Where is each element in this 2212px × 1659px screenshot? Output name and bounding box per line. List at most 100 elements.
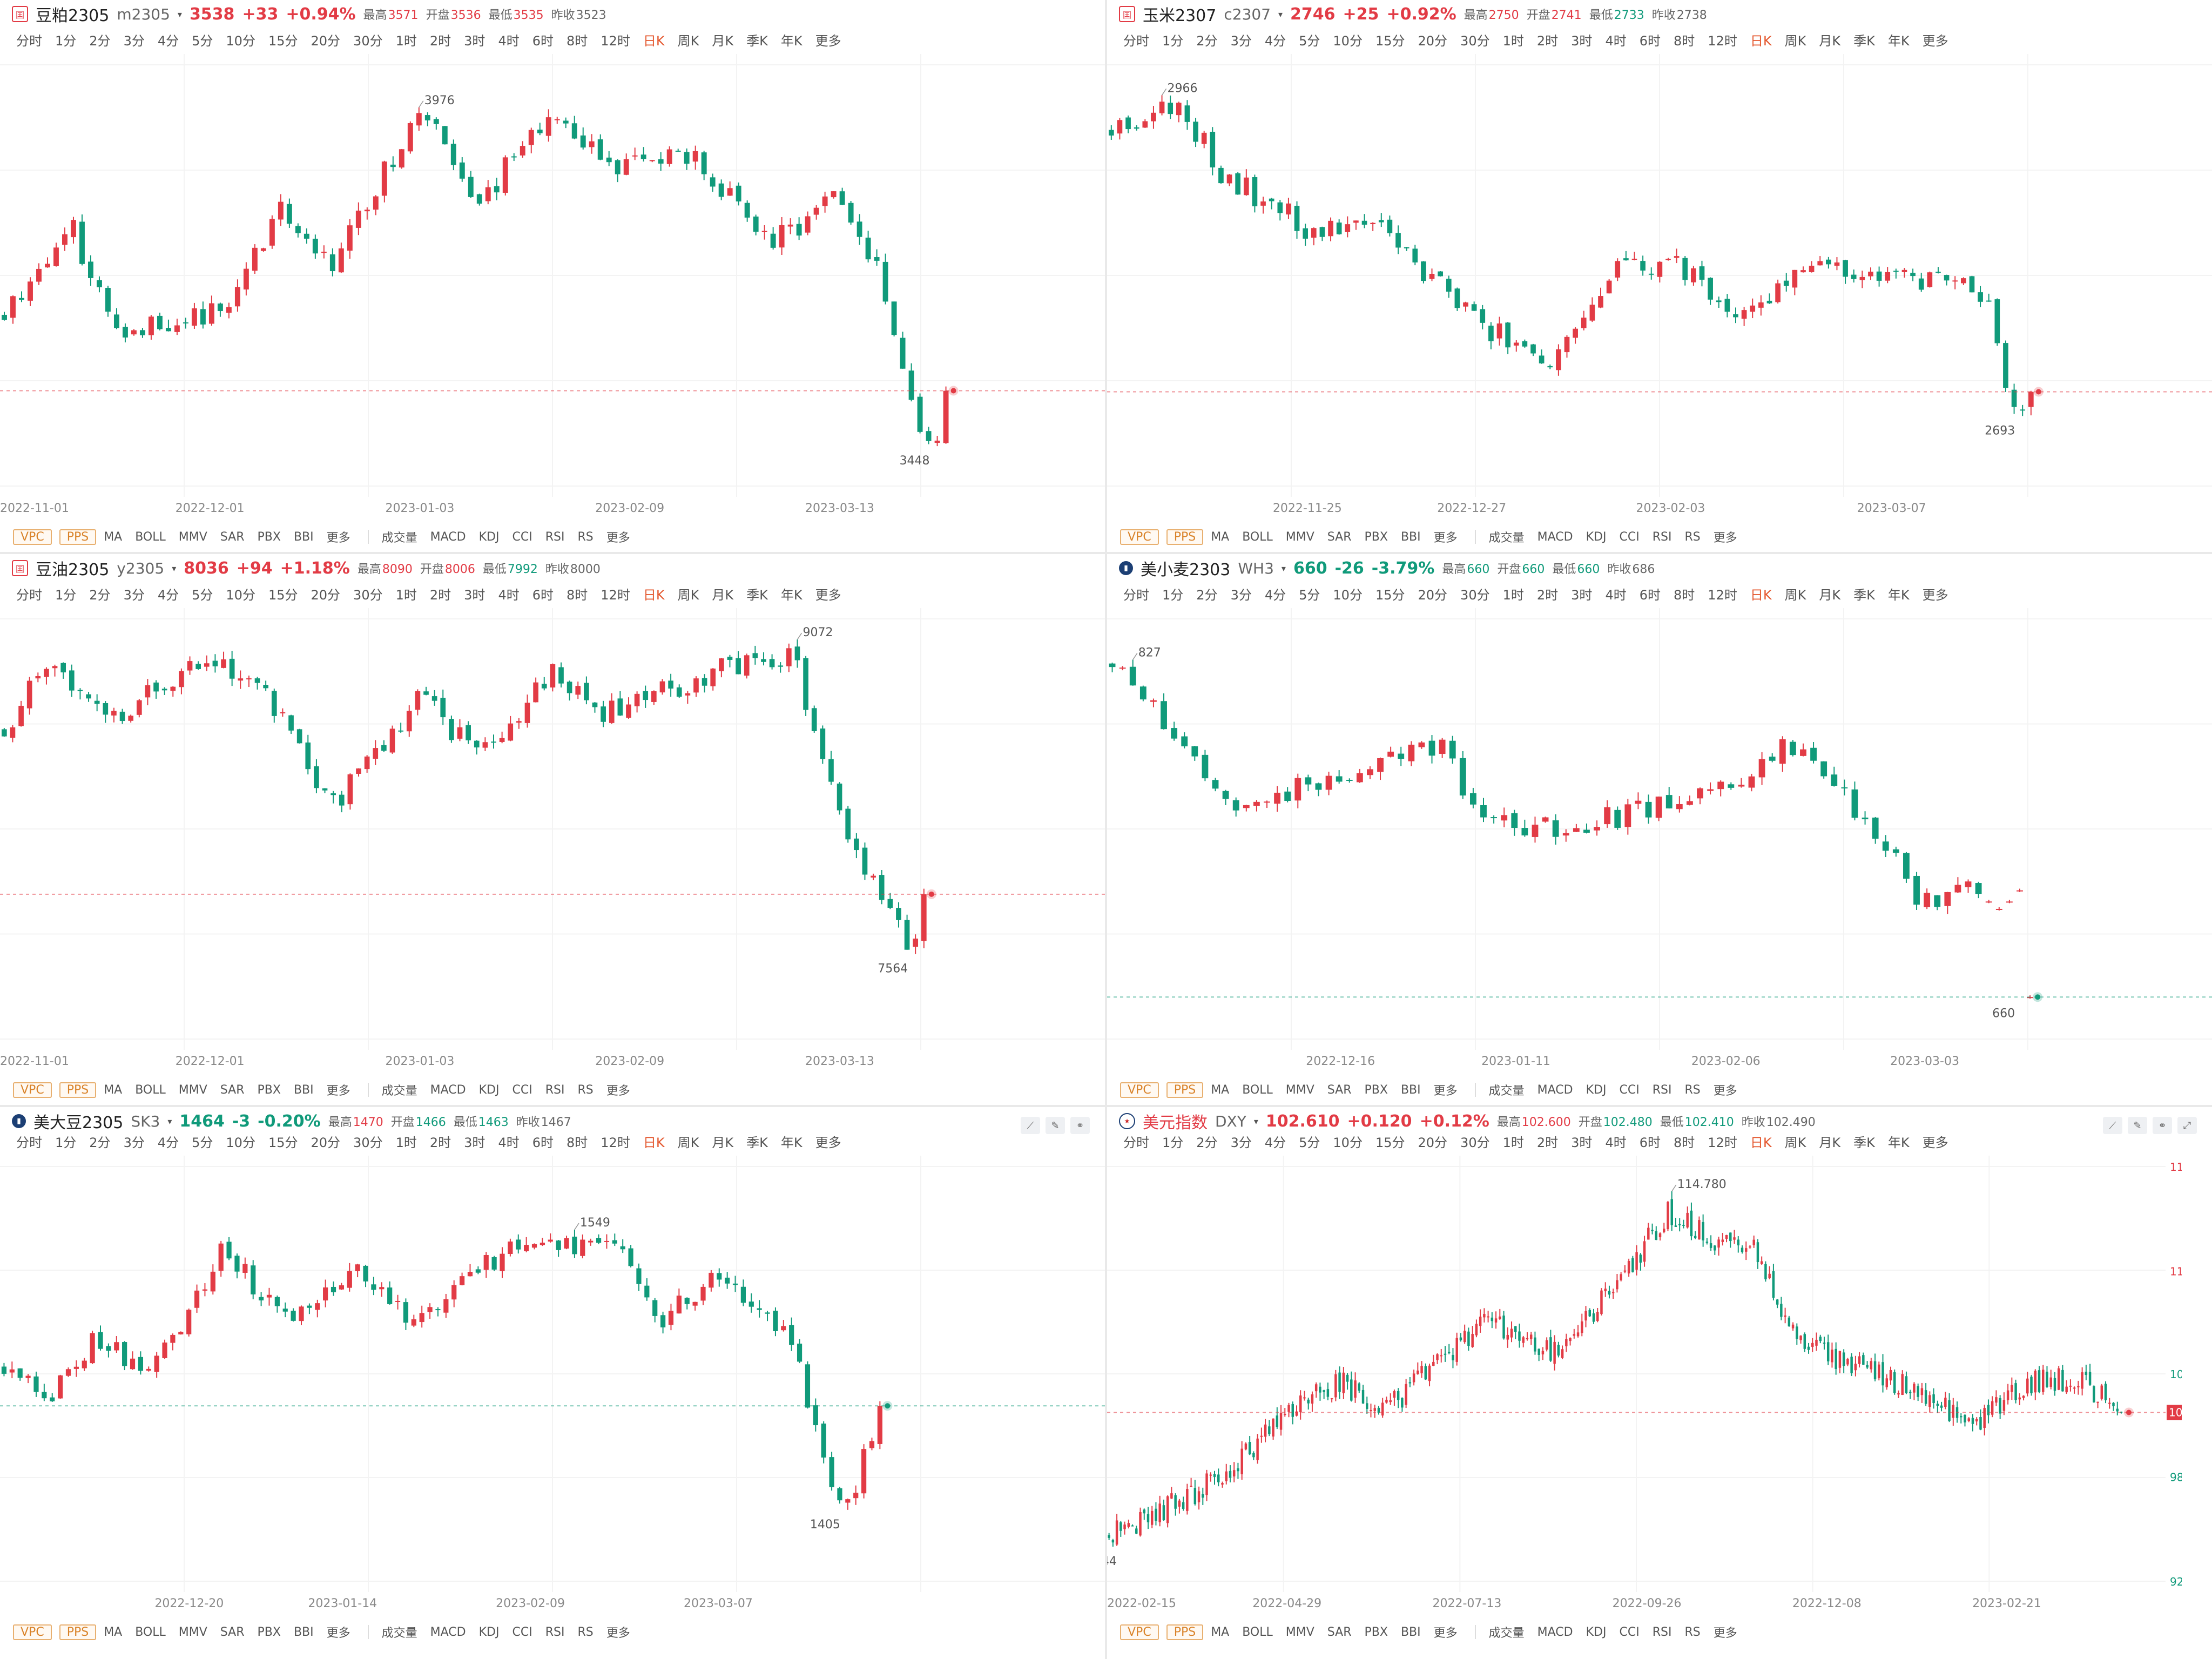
timeframe-2[interactable]: 2分 <box>1196 33 1218 49</box>
main-indicator-4[interactable]: PBX <box>257 530 281 544</box>
timeframe-20[interactable]: 季K <box>746 1135 768 1150</box>
timeframe-6[interactable]: 10分 <box>1333 588 1363 603</box>
timeframe-20[interactable]: 季K <box>1853 588 1875 603</box>
main-indicator-2[interactable]: MMV <box>178 530 207 544</box>
timeframe-1[interactable]: 1分 <box>55 1135 77 1150</box>
sub-indicator-0[interactable]: 成交量 <box>1488 1627 1525 1640</box>
timeframe-20[interactable]: 季K <box>1853 1135 1875 1150</box>
sub-indicator-3[interactable]: CCI <box>1619 1083 1640 1097</box>
sub-indicator-5[interactable]: RS <box>1684 530 1701 544</box>
timeframe-3[interactable]: 3分 <box>1230 588 1252 603</box>
sub-indicator-0[interactable]: 成交量 <box>381 531 417 545</box>
sub-indicator-2[interactable]: KDJ <box>478 1625 500 1639</box>
timeframe-21[interactable]: 年K <box>780 1135 802 1150</box>
sub-indicator-6[interactable]: 更多 <box>606 1084 630 1098</box>
indicator-btn-pps[interactable]: PPS <box>1166 1624 1204 1640</box>
timeframe-19[interactable]: 月K <box>1819 1135 1841 1150</box>
timeframe-11[interactable]: 2时 <box>1536 588 1559 603</box>
timeframe-10[interactable]: 1时 <box>1502 33 1524 49</box>
sub-indicator-1[interactable]: MACD <box>430 1083 466 1097</box>
indicator-btn-vpc[interactable]: VPC <box>1120 1082 1159 1098</box>
timeframe-14[interactable]: 6时 <box>1639 588 1661 603</box>
timeframe-14[interactable]: 6时 <box>1639 33 1661 49</box>
timeframe-20[interactable]: 季K <box>746 588 768 603</box>
timeframe-8[interactable]: 20分 <box>311 588 341 603</box>
timeframe-11[interactable]: 2时 <box>1536 1135 1559 1150</box>
timeframe-20[interactable]: 季K <box>1853 33 1875 49</box>
timeframe-6[interactable]: 10分 <box>1333 1135 1363 1150</box>
main-indicator-1[interactable]: BOLL <box>135 1083 166 1097</box>
sub-indicator-1[interactable]: MACD <box>430 1625 466 1639</box>
timeframe-21[interactable]: 年K <box>1887 1135 1910 1150</box>
timeframe-14[interactable]: 6时 <box>532 1135 554 1150</box>
main-indicator-0[interactable]: MA <box>104 1625 123 1639</box>
timeframe-11[interactable]: 2时 <box>429 588 451 603</box>
main-indicator-2[interactable]: MMV <box>1285 1625 1314 1639</box>
timeframe-4[interactable]: 4分 <box>157 1135 179 1150</box>
timeframe-13[interactable]: 4时 <box>498 1135 520 1150</box>
sub-indicator-2[interactable]: KDJ <box>1586 1083 1607 1097</box>
timeframe-13[interactable]: 4时 <box>498 33 520 49</box>
main-indicator-6[interactable]: 更多 <box>326 1084 350 1098</box>
main-indicator-4[interactable]: PBX <box>1364 530 1388 544</box>
timeframe-17[interactable]: 日K <box>643 33 665 49</box>
timeframe-12[interactable]: 3时 <box>464 1135 485 1150</box>
timeframe-12[interactable]: 3时 <box>1571 1135 1593 1150</box>
timeframe-5[interactable]: 5分 <box>192 33 213 49</box>
timeframe-17[interactable]: 日K <box>643 1135 665 1150</box>
chevron-down-icon[interactable]: ▾ <box>1278 9 1283 19</box>
timeframe-16[interactable]: 12时 <box>601 588 630 603</box>
timeframe-8[interactable]: 20分 <box>311 33 341 49</box>
sub-indicator-3[interactable]: CCI <box>1619 1625 1640 1639</box>
main-indicator-4[interactable]: PBX <box>257 1625 281 1639</box>
indicator-btn-pps[interactable]: PPS <box>59 1082 97 1098</box>
timeframe-15[interactable]: 8时 <box>567 1135 588 1150</box>
timeframe-17[interactable]: 日K <box>1750 33 1772 49</box>
timeframe-15[interactable]: 8时 <box>1674 1135 1695 1150</box>
main-indicator-2[interactable]: MMV <box>1285 530 1314 544</box>
timeframe-1[interactable]: 1分 <box>1162 1135 1184 1150</box>
main-indicator-0[interactable]: MA <box>1211 1625 1230 1639</box>
timeframe-0[interactable]: 分时 <box>1123 1135 1149 1150</box>
sub-indicator-5[interactable]: RS <box>577 1083 594 1097</box>
symbol-name[interactable]: 美大豆2305 <box>33 1114 124 1132</box>
main-indicator-6[interactable]: 更多 <box>326 531 350 545</box>
main-indicator-6[interactable]: 更多 <box>1433 1084 1458 1098</box>
timeframe-2[interactable]: 2分 <box>1196 1135 1218 1150</box>
timeframe-4[interactable]: 4分 <box>157 588 179 603</box>
expand-icon[interactable]: ⤢ <box>2177 1117 2197 1134</box>
sub-indicator-1[interactable]: MACD <box>1537 1625 1573 1639</box>
timeframe-16[interactable]: 12时 <box>601 1135 630 1150</box>
main-indicator-2[interactable]: MMV <box>178 1083 207 1097</box>
timeframe-2[interactable]: 2分 <box>89 588 111 603</box>
timeframe-22[interactable]: 更多 <box>815 1135 841 1150</box>
indicator-btn-pps[interactable]: PPS <box>59 529 97 545</box>
sub-indicator-3[interactable]: CCI <box>512 530 532 544</box>
sub-indicator-6[interactable]: 更多 <box>1713 531 1737 545</box>
timeframe-0[interactable]: 分时 <box>16 1135 42 1150</box>
timeframe-0[interactable]: 分时 <box>1123 588 1149 603</box>
sub-indicator-0[interactable]: 成交量 <box>381 1084 417 1098</box>
sub-indicator-2[interactable]: KDJ <box>478 1083 500 1097</box>
main-indicator-5[interactable]: BBI <box>1400 1083 1421 1097</box>
timeframe-10[interactable]: 1时 <box>395 33 417 49</box>
timeframe-15[interactable]: 8时 <box>1674 588 1695 603</box>
timeframe-19[interactable]: 月K <box>712 1135 734 1150</box>
timeframe-0[interactable]: 分时 <box>16 588 42 603</box>
indicator-btn-pps[interactable]: PPS <box>1166 529 1204 545</box>
timeframe-1[interactable]: 1分 <box>1162 588 1184 603</box>
timeframe-4[interactable]: 4分 <box>1264 1135 1286 1150</box>
timeframe-19[interactable]: 月K <box>712 33 734 49</box>
timeframe-8[interactable]: 20分 <box>1418 588 1448 603</box>
timeframe-10[interactable]: 1时 <box>1502 1135 1524 1150</box>
sub-indicator-6[interactable]: 更多 <box>606 531 630 545</box>
timeframe-5[interactable]: 5分 <box>192 1135 213 1150</box>
main-indicator-5[interactable]: BBI <box>293 530 314 544</box>
timeframe-6[interactable]: 10分 <box>226 1135 255 1150</box>
timeframe-22[interactable]: 更多 <box>815 588 841 603</box>
line-tool-icon[interactable]: ⟋ <box>1021 1117 1040 1134</box>
sub-indicator-4[interactable]: RSI <box>1652 1083 1672 1097</box>
symbol-name[interactable]: 美小麦2303 <box>1141 561 1231 579</box>
timeframe-7[interactable]: 15分 <box>1375 588 1405 603</box>
symbol-name[interactable]: 美元指数 <box>1143 1114 1208 1132</box>
